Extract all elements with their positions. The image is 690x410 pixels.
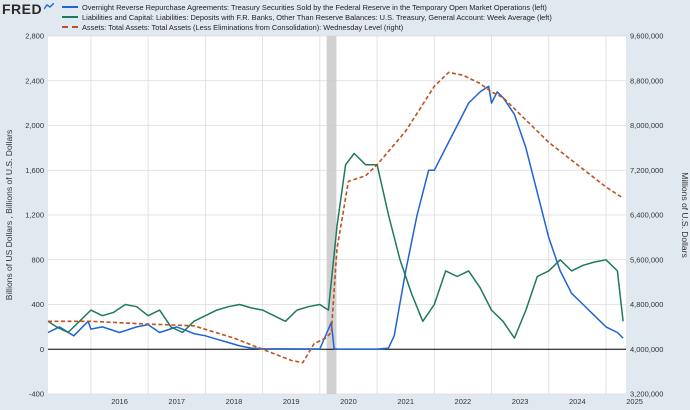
right-axis-title: Millions of U.S. Dollars: [680, 172, 690, 258]
right-tick-label: 4,800,000: [630, 300, 663, 309]
x-tick-label: 2025: [626, 397, 643, 406]
right-tick-label: 3,200,000: [630, 390, 663, 399]
legend-entry-reverse-repo[interactable]: Overnight Reverse Repurchase Agreements:…: [62, 2, 547, 12]
x-tick-label: 2024: [569, 397, 586, 406]
series-total-assets-line: [48, 71, 624, 364]
legend-swatch-reverse-repo: [62, 6, 78, 8]
x-axis-ticks: 2016 2017 2018 2019 2020 2021 2022 2023 2024 2025: [111, 397, 643, 406]
fred-logo[interactable]: FRED: [2, 1, 55, 17]
x-tick-label: 2019: [283, 397, 300, 406]
right-tick-label: 6,400,000: [630, 211, 663, 220]
legend-entry-treasury-general-account[interactable]: Liabilities and Capital: Liabilities: De…: [62, 12, 552, 22]
chart-header: FRED Overnight Reverse Repurchase Agreem…: [0, 0, 690, 32]
x-tick-label: 2018: [226, 397, 243, 406]
legend-swatch-total-assets: [62, 26, 78, 28]
x-tick-label: 2022: [455, 397, 472, 406]
left-axis-title: Billions of US Dollars , Billions of U.S…: [4, 130, 14, 301]
legend-entry-total-assets[interactable]: Assets: Total Assets: Total Assets (Less…: [62, 22, 403, 32]
series-layer: [47, 71, 624, 364]
fred-line-icon: [44, 3, 55, 10]
left-tick-label: -400: [29, 390, 44, 399]
x-tick-label: 2020: [340, 397, 357, 406]
fred-logo-text: FRED: [2, 1, 43, 17]
left-tick-label: 1,600: [25, 166, 44, 175]
left-tick-label: 2,800: [25, 32, 44, 41]
left-tick-label: 1,200: [25, 211, 44, 220]
left-axis-ticks: -400 0 400 800 1,200 1,600 2,000 2,400 2,800: [25, 32, 44, 399]
x-tick-label: 2017: [168, 397, 185, 406]
right-tick-label: 5,600,000: [630, 255, 663, 264]
right-tick-label: 4,000,000: [630, 345, 663, 354]
series-reverse-repo-line: [47, 85, 624, 350]
series-treasury-general-account-line: [47, 152, 624, 339]
left-tick-label: 2,400: [25, 76, 44, 85]
x-tick-label: 2023: [512, 397, 529, 406]
left-tick-label: 800: [31, 255, 44, 264]
left-tick-label: 0: [40, 345, 44, 354]
x-tick-label: 2021: [397, 397, 414, 406]
gridlines: [48, 35, 626, 395]
right-tick-label: 7,200,000: [630, 166, 663, 175]
left-tick-label: 400: [31, 300, 44, 309]
legend-label-total-assets: Assets: Total Assets: Total Assets (Less…: [82, 22, 404, 32]
recession-shading: [326, 36, 337, 394]
right-tick-label: 9,600,000: [630, 32, 663, 41]
legend-label-treasury-general-account: Liabilities and Capital: Liabilities: De…: [82, 12, 552, 22]
right-axis-ticks: 3,200,000 4,000,000 4,800,000 5,600,000 6,40…: [630, 32, 663, 399]
x-tick-label: 2016: [111, 397, 128, 406]
left-tick-label: 2,000: [25, 121, 44, 130]
right-tick-label: 8,000,000: [630, 121, 663, 130]
legend-swatch-treasury-general-account: [62, 16, 78, 18]
right-tick-label: 8,800,000: [630, 76, 663, 85]
legend-label-reverse-repo: Overnight Reverse Repurchase Agreements:…: [82, 2, 547, 12]
